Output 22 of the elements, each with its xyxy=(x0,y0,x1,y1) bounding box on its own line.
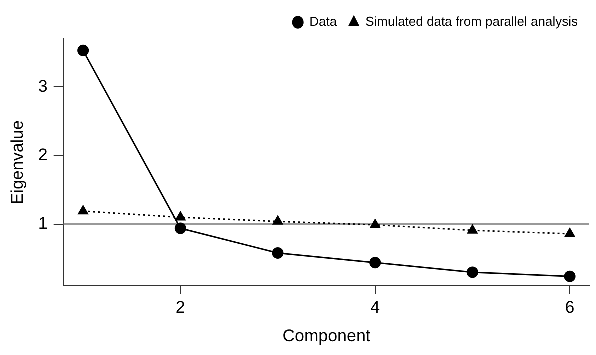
point xyxy=(466,266,478,278)
point xyxy=(370,219,380,228)
y-axis-title: Eigenvalue xyxy=(8,120,27,205)
point xyxy=(370,257,382,269)
x-axis-title: Component xyxy=(282,326,371,346)
y-tick-label: 3 xyxy=(38,76,48,96)
legend-label: Data xyxy=(310,14,338,30)
y-tick-label: 1 xyxy=(38,214,48,234)
point xyxy=(468,224,478,234)
point xyxy=(272,247,284,259)
point xyxy=(564,270,576,282)
point xyxy=(78,206,88,215)
point xyxy=(272,216,284,225)
legend-label: Simulated data from parallel analysis xyxy=(366,14,578,30)
point xyxy=(174,222,186,234)
x-tick-label: 4 xyxy=(370,298,380,318)
point xyxy=(78,44,90,56)
y-tick-label: 2 xyxy=(38,145,48,164)
x-tick-label: 2 xyxy=(176,298,186,318)
point xyxy=(564,228,576,238)
x-tick-label: 6 xyxy=(565,298,575,318)
point xyxy=(176,212,186,221)
